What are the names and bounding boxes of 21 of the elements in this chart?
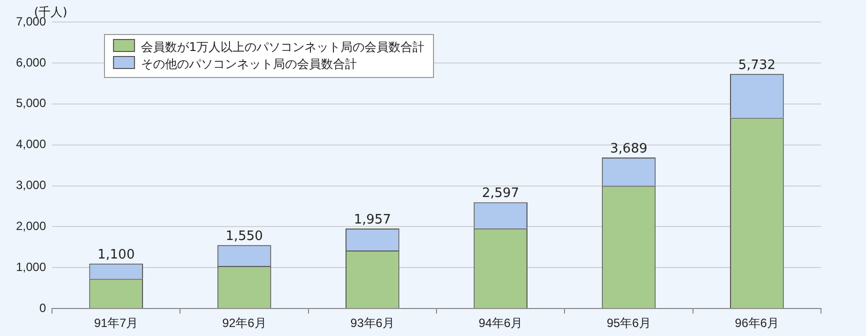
total-label: 1,100 <box>98 247 135 262</box>
y-tick-label: 3,000 <box>16 178 46 192</box>
x-tick-label: 94年6月 <box>478 316 523 330</box>
x-tick-label: 95年6月 <box>606 316 651 330</box>
total-label: 2,597 <box>482 186 520 202</box>
x-tick-label: 92年6月 <box>222 316 266 330</box>
total-label: 3,689 <box>610 141 648 156</box>
y-tick-label: 6,000 <box>16 55 46 70</box>
legend-label: その他のパソコンネット局の会員数合計 <box>140 56 358 73</box>
x-tick-label: 91年7月 <box>94 316 138 330</box>
y-tick-label: 2,000 <box>16 219 46 234</box>
y-tick-label: 5,000 <box>16 96 46 110</box>
y-tick-label: 4,000 <box>16 137 46 152</box>
total-label: 1,550 <box>226 229 263 244</box>
y-tick-label: 0 <box>39 300 46 315</box>
total-label: 1,957 <box>354 212 392 228</box>
total-label: 5,732 <box>738 58 776 73</box>
legend-label: 会員数が1万人以上のパソコンネット局の会員数合計 <box>140 39 425 56</box>
y-tick-label: 1,000 <box>16 260 46 274</box>
x-tick-label: 93年6月 <box>350 316 394 330</box>
x-tick-label: 96年6月 <box>734 316 779 330</box>
